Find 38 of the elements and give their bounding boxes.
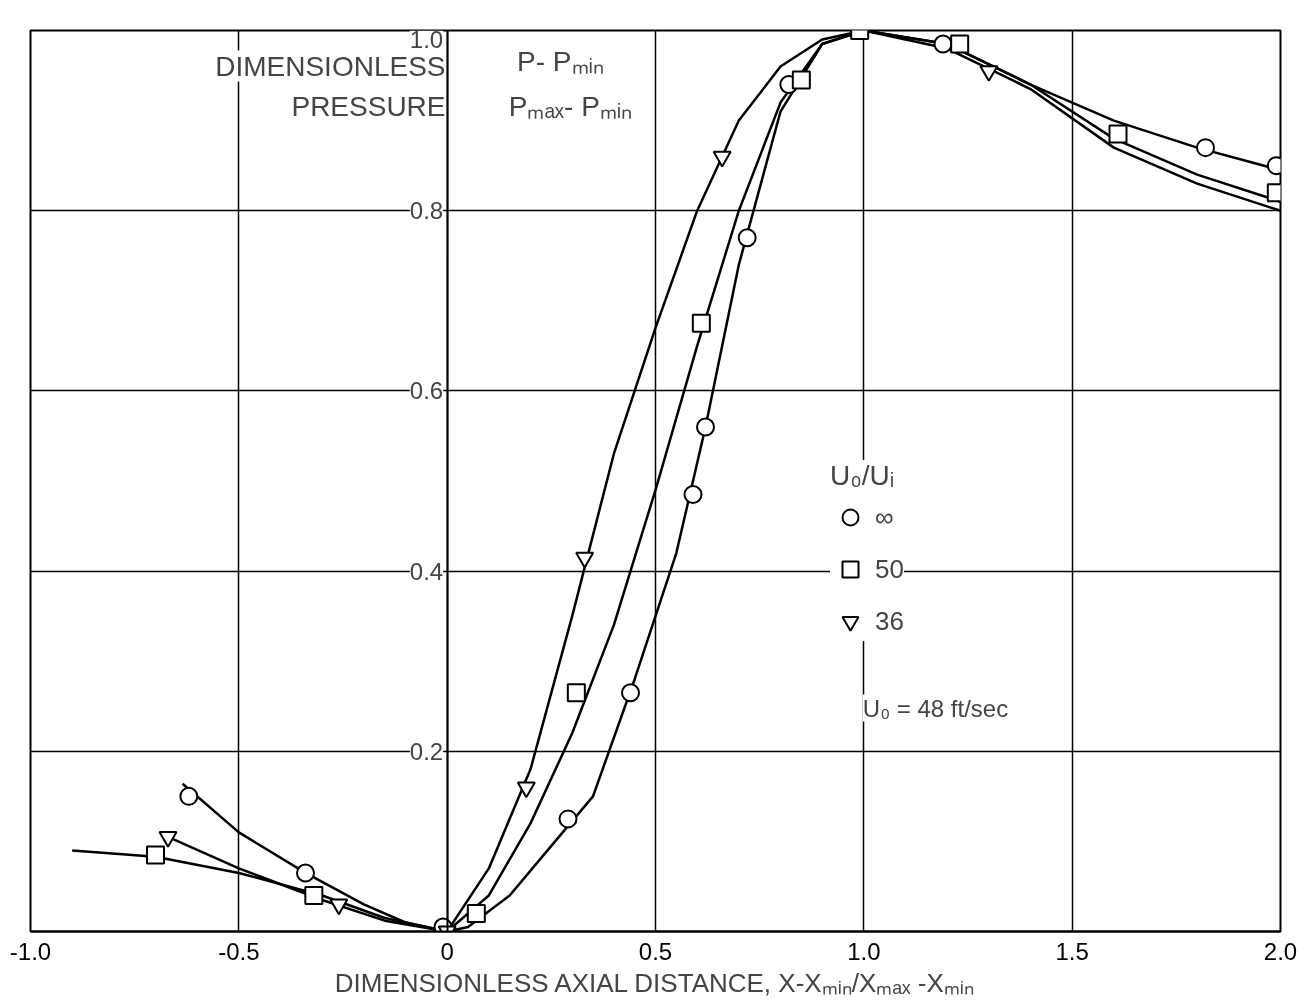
x-tick-label: 0: [440, 937, 454, 965]
point: [304, 885, 324, 905]
y-tick-label: 0.4: [409, 557, 444, 585]
point: [683, 485, 703, 504]
x-tick-label: 0.5: [638, 937, 673, 965]
x-tick-label: 1.5: [1055, 937, 1089, 965]
y-tick-label: 0.2: [409, 737, 444, 765]
legend-label: 36: [875, 605, 904, 637]
annotation: U₀ = 48 ft/sec: [862, 694, 1009, 722]
point: [933, 34, 953, 54]
annotation: P- Pₘᵢₙ: [517, 45, 604, 77]
point: [691, 313, 711, 333]
x-tick-label: -0.5: [218, 937, 260, 965]
point: [558, 809, 578, 829]
point: [737, 228, 757, 248]
legend-title: U₀/Uᵢ: [830, 460, 896, 492]
point: [791, 70, 811, 90]
y-tick-label: 1.0: [409, 25, 444, 53]
x-tick-label: -1.0: [9, 937, 52, 965]
point: [696, 417, 715, 437]
y-axis-title: DIMENSIONLESS PRESSURE: [215, 50, 446, 122]
legend-label: 50: [875, 553, 904, 585]
x-axis-title: DIMENSIONLESS AXIAL DISTANCE, X-Xₘᵢₙ/Xₘₐₓ -Xₘᵢₙ: [334, 967, 974, 998]
point: [146, 845, 165, 865]
point: [566, 683, 586, 703]
point: [466, 903, 486, 923]
y-tick-label: 0.6: [409, 377, 444, 405]
x-tick-label: 2.0: [1263, 937, 1298, 965]
annotation: Pₘₐₓ- Pₘᵢₙ: [508, 90, 633, 122]
x-tick-label: 1.0: [847, 937, 881, 965]
point: [296, 863, 315, 883]
point: [950, 34, 970, 54]
point: [179, 786, 199, 806]
y-tick-label: 0.8: [409, 197, 444, 225]
point: [1196, 138, 1215, 158]
legend-label: ∞: [875, 501, 895, 533]
point: [1108, 124, 1128, 144]
point: [621, 683, 640, 703]
